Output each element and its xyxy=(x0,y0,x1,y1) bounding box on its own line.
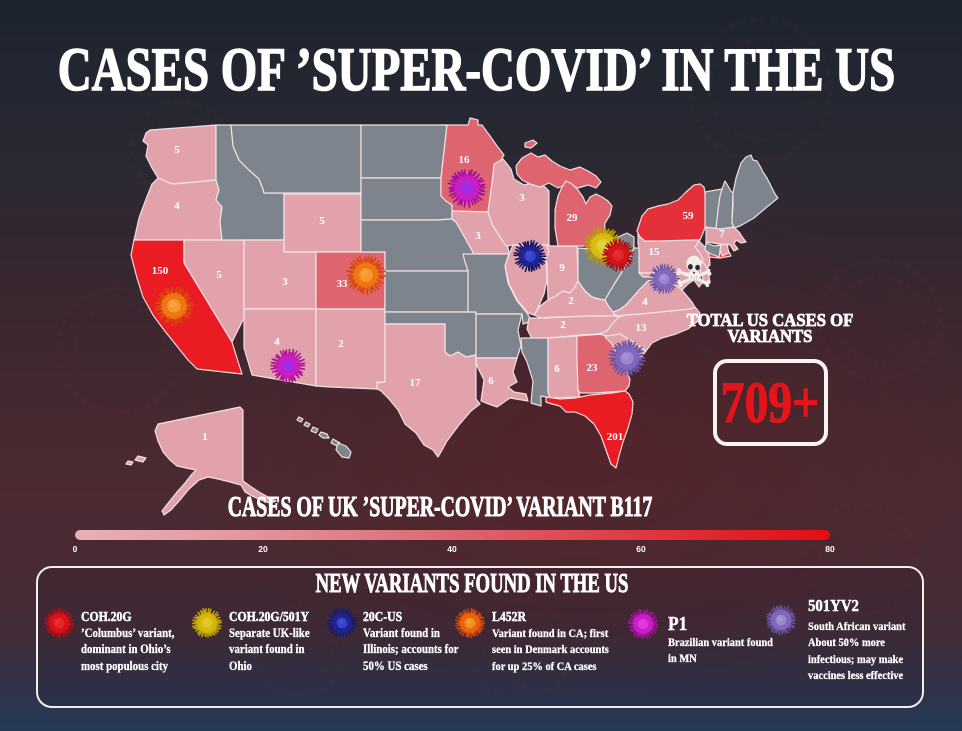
svg-text:150: 150 xyxy=(152,265,169,277)
svg-text:29: 29 xyxy=(567,212,579,224)
svg-text:2: 2 xyxy=(338,338,344,350)
svg-text:5: 5 xyxy=(216,269,222,281)
svg-text:16: 16 xyxy=(459,154,471,166)
svg-text:3: 3 xyxy=(475,230,481,242)
svg-text:17: 17 xyxy=(410,377,422,389)
svg-text:2: 2 xyxy=(560,319,566,331)
svg-text:6: 6 xyxy=(488,375,494,387)
svg-text:4: 4 xyxy=(642,296,648,308)
svg-text:4: 4 xyxy=(274,336,280,348)
svg-text:5: 5 xyxy=(319,215,325,227)
svg-text:15: 15 xyxy=(649,246,661,258)
svg-text:3: 3 xyxy=(519,192,525,204)
svg-text:201: 201 xyxy=(607,431,624,443)
svg-text:7: 7 xyxy=(719,228,725,240)
svg-text:3: 3 xyxy=(282,276,288,288)
svg-text:23: 23 xyxy=(587,362,599,374)
svg-text:9: 9 xyxy=(559,262,565,274)
svg-text:4: 4 xyxy=(174,200,180,212)
svg-text:59: 59 xyxy=(683,210,695,222)
svg-text:33: 33 xyxy=(337,278,349,290)
svg-text:6: 6 xyxy=(554,363,560,375)
svg-text:2: 2 xyxy=(568,295,574,307)
svg-text:13: 13 xyxy=(636,322,648,334)
svg-text:1: 1 xyxy=(202,431,208,443)
svg-text:5: 5 xyxy=(174,144,180,156)
